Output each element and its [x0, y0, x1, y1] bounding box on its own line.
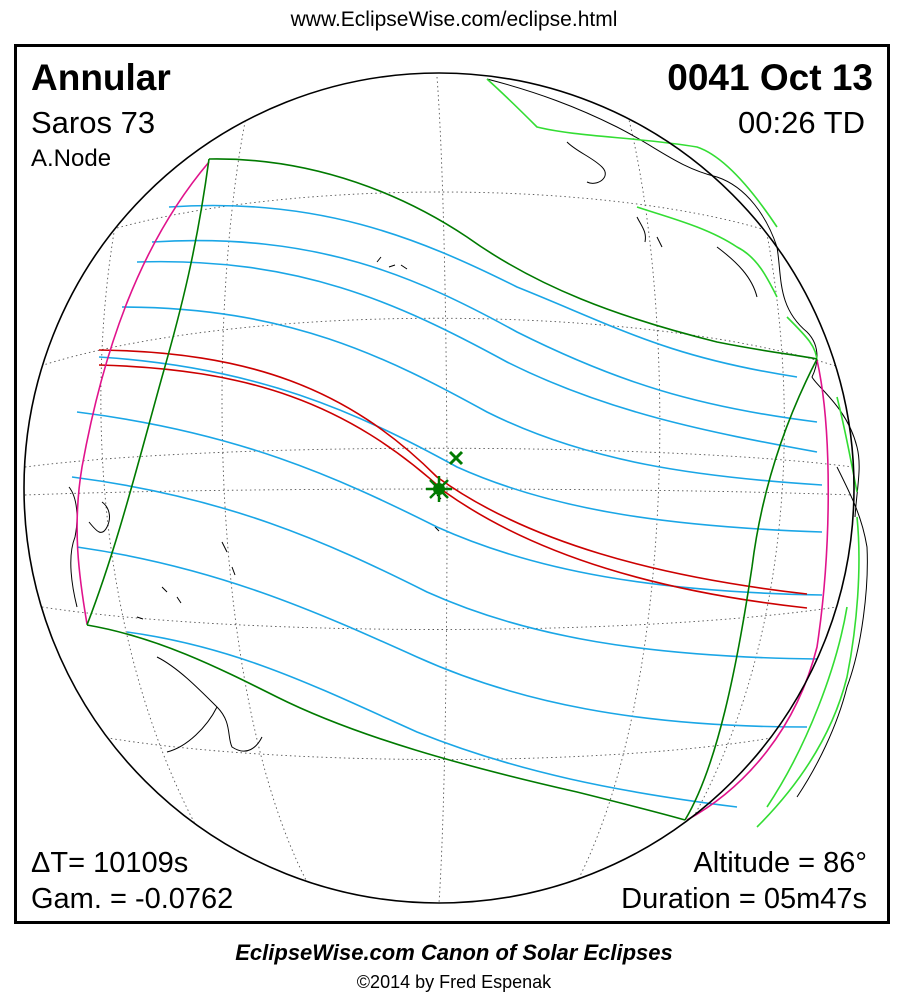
eclipse-map-panel: Annular 0041 Oct 13 Saros 73 00:26 TD A.… [14, 44, 890, 924]
greatest-duration-x-marker-icon [448, 450, 464, 466]
partial-eclipse-lines [71, 204, 823, 808]
central-duration: Duration = 05m47s [621, 883, 867, 915]
eclipse-date: 0041 Oct 13 [667, 57, 873, 98]
central-path [98, 349, 808, 609]
saros-number: Saros 73 [31, 105, 156, 140]
greatest-eclipse-asterisk-marker-icon [426, 476, 452, 502]
rise-set-curves [76, 161, 830, 821]
globe-map [23, 72, 868, 904]
delta-t: ΔT= 10109s [31, 847, 189, 879]
boundaries [486, 78, 860, 828]
eclipse-time: 00:26 TD [738, 105, 865, 140]
source-url: www.EclipseWise.com/eclipse.html [290, 8, 618, 31]
gamma-value: Gam. = -0.0762 [31, 883, 234, 915]
globe-outline [23, 72, 855, 904]
canon-title: EclipseWise.com Canon of Solar Eclipses [235, 940, 673, 965]
copyright: ©2014 by Fred Espenak [356, 972, 552, 992]
node-label: A.Node [31, 145, 112, 172]
sun-altitude: Altitude = 86° [693, 847, 867, 879]
penumbral-limits [86, 158, 818, 821]
eclipse-type: Annular [31, 57, 171, 98]
